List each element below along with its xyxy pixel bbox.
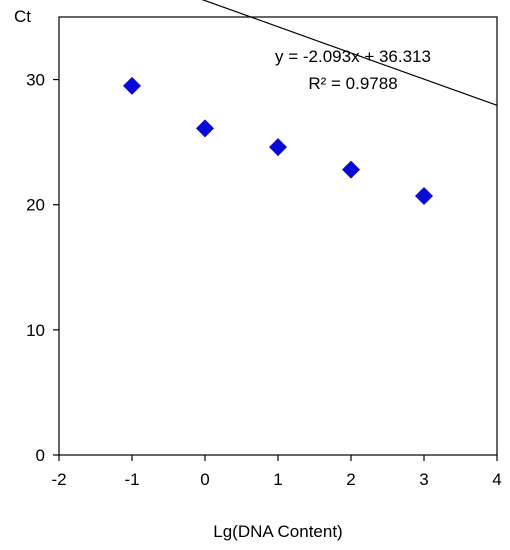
data-point — [342, 160, 360, 179]
y-tick-label: 0 — [36, 446, 45, 465]
x-tick-label: 2 — [346, 470, 355, 489]
data-point — [123, 76, 141, 95]
x-axis-label: Lg(DNA Content) — [213, 522, 342, 541]
trendline-r2: R² = 0.9788 — [308, 74, 397, 93]
y-axis-label: Ct — [14, 7, 31, 26]
trendline — [201, 0, 498, 106]
y-tick-label: 10 — [26, 321, 45, 340]
x-tick-label: -2 — [51, 470, 66, 489]
trendline-group — [201, 0, 498, 106]
x-tick-label: 3 — [419, 470, 428, 489]
data-point — [196, 119, 214, 138]
x-tick-label: 4 — [492, 470, 501, 489]
x-axis: -2 -1 0 1 2 3 4 — [51, 455, 502, 489]
plot-frame — [58, 16, 498, 456]
y-tick-label: 20 — [26, 196, 45, 215]
y-axis: 0 10 20 30 — [26, 71, 59, 465]
x-tick-label: 0 — [200, 470, 209, 489]
trendline-equation: y = -2.093x + 36.313 — [275, 47, 431, 66]
series-group — [123, 76, 433, 205]
y-tick-label: 30 — [26, 71, 45, 90]
data-point — [269, 138, 287, 157]
x-tick-label: 1 — [273, 470, 282, 489]
x-tick-label: -1 — [124, 470, 139, 489]
data-point — [415, 186, 433, 205]
plot-area — [58, 16, 498, 456]
